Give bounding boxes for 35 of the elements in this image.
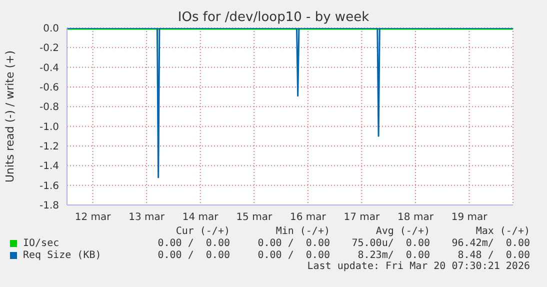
chart-title: IOs for /dev/loop10 - by week <box>176 10 370 25</box>
y-tick-label: -1.2 <box>39 142 59 153</box>
x-tick-label: 13 mar <box>128 212 166 224</box>
y-tick-label: -1.0 <box>39 122 59 133</box>
text: 0.00 / 0.00 <box>256 238 330 249</box>
text: 0.00 / 0.00 <box>256 250 330 261</box>
y-tick-label: -0.8 <box>39 102 59 114</box>
text: 8.23m/ 0.00 <box>356 250 430 261</box>
y-tick-label: -1.8 <box>39 200 59 212</box>
x-tick-label: 12 mar <box>74 212 112 224</box>
x-tick-label: 16 mar <box>290 212 327 224</box>
y-tick-label: -1.6 <box>39 180 59 192</box>
x-tick-label: 15 mar <box>236 212 273 224</box>
text: Min (-/+) <box>274 226 330 237</box>
text: 8.48 / 0.00 <box>456 250 530 261</box>
text: Cur (-/+) <box>174 226 230 237</box>
y-tick-label: -1.4 <box>39 161 59 172</box>
text: 96.42m/ 0.00 <box>450 238 530 249</box>
y-tick-label: -0.2 <box>39 43 59 54</box>
text: 0.00 / 0.00 <box>156 238 230 249</box>
y-tick-label: -0.6 <box>39 82 59 94</box>
text: 0.00 / 0.00 <box>156 250 230 261</box>
text: Max (-/+) <box>474 226 530 237</box>
text: Avg (-/+) <box>374 226 430 237</box>
y-axis-title: Units read (-) / write (+) <box>4 50 16 182</box>
legend-label: Req Size (KB) <box>22 250 102 261</box>
text: 75.00u/ 0.00 <box>350 238 430 249</box>
x-tick-label: 14 mar <box>182 212 220 224</box>
x-tick-label: 19 mar <box>451 212 488 224</box>
x-tick-label: 17 mar <box>344 212 381 224</box>
y-tick-label: 0.0 <box>43 24 59 35</box>
text: Last update: Fri Mar 20 07:30:21 2026 <box>306 261 530 272</box>
y-tick-label: -0.4 <box>39 62 59 74</box>
legend-label: IO/sec <box>22 238 60 249</box>
x-tick-label: 18 mar <box>398 212 434 224</box>
